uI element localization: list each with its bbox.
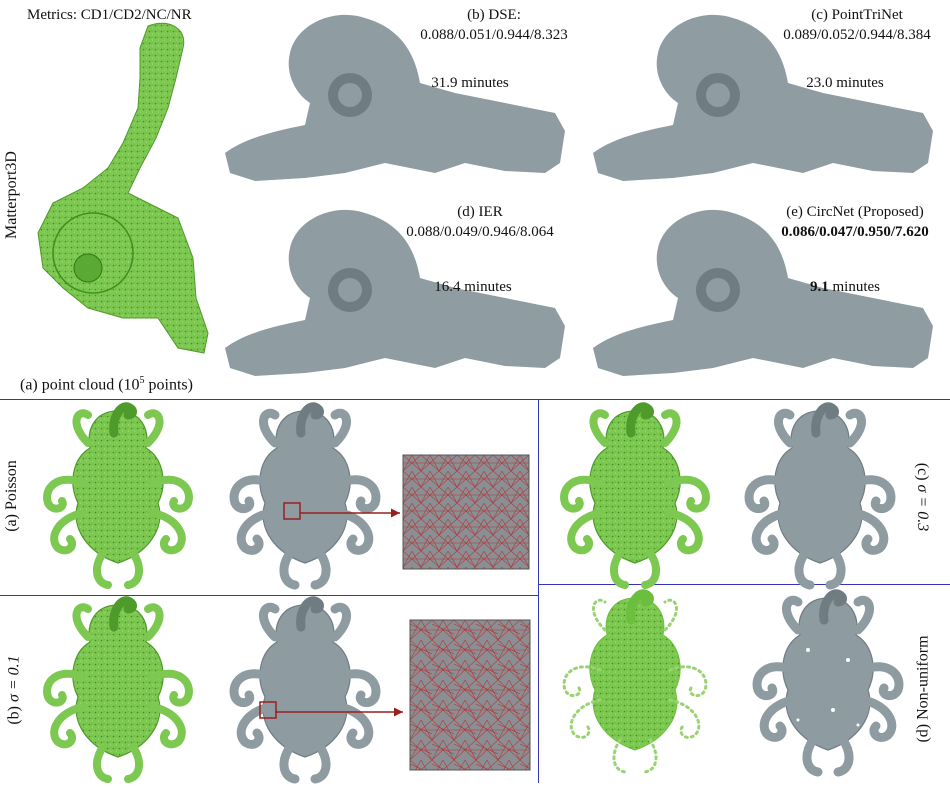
- zoom-arrow-sigma-0.1: [275, 707, 403, 717]
- divider-horizontal-left: [0, 595, 538, 597]
- mesh-image-ier: [225, 209, 565, 376]
- octopus-mesh-poisson: [229, 403, 381, 590]
- method-metrics-circnet: 0.086/0.047/0.950/7.620: [781, 224, 929, 240]
- wireframe-zoom-poisson: [402, 454, 530, 570]
- dataset-label: Matterport3D: [2, 151, 20, 239]
- label-sigma-0.3: (c) σ = 0.3: [914, 462, 932, 532]
- method-time-value-circnet: 9.1: [810, 279, 829, 295]
- divider-horizontal-top: [0, 399, 950, 401]
- zoom-arrow-poisson: [300, 508, 400, 518]
- wireframe-zoom-sigma-0.1: [409, 619, 531, 771]
- octopus-point-cloud-sigma-0.1: [43, 597, 193, 783]
- method-time-ier: 16.4 minutes: [434, 279, 512, 295]
- mesh-image-dse: [225, 14, 565, 181]
- method-time-pointtrinet: 23.0 minutes: [806, 75, 884, 91]
- mesh-image-pointtrinet: [593, 14, 933, 181]
- metrics-label: Metrics: CD1/CD2/NC/NR: [27, 7, 192, 23]
- octopus-mesh-sigma-0.3: [744, 403, 896, 590]
- label-sigma-0.1: (b) σ = 0.1: [5, 655, 23, 725]
- mesh-image-circnet: [593, 209, 933, 376]
- method-title-circnet: (e) CircNet (Proposed): [786, 204, 924, 220]
- method-title-dse: (b) DSE:: [467, 7, 521, 23]
- divider-horizontal-right: [538, 584, 950, 586]
- caption-point-cloud: (a) point cloud (105 points): [20, 375, 193, 394]
- method-time-circnet: 9.1 minutes: [775, 278, 915, 296]
- method-metrics-ier: 0.088/0.049/0.946/8.064: [406, 224, 554, 240]
- method-time-unit-circnet: minutes: [828, 279, 881, 295]
- octopus-mesh-sigma-0.1: [229, 597, 381, 784]
- method-title-pointtrinet: (c) PointTriNet: [811, 7, 903, 23]
- octopus-point-cloud-poisson: [43, 403, 193, 589]
- point-cloud-image: [37, 22, 209, 354]
- label-non-uniform: (d) Non-uniform: [914, 635, 932, 743]
- method-metrics-dse: 0.088/0.051/0.944/8.323: [420, 27, 568, 43]
- method-title-ier: (d) IER: [457, 204, 503, 220]
- method-metrics-pointtrinet: 0.089/0.052/0.944/8.384: [783, 27, 931, 43]
- divider-vertical: [538, 399, 540, 783]
- method-time-dse: 31.9 minutes: [431, 75, 509, 91]
- octopus-mesh-non-uniform: [752, 590, 904, 777]
- octopus-point-cloud-non-uniform: [562, 590, 708, 774]
- label-poisson: (a) Poisson: [2, 460, 20, 532]
- octopus-point-cloud-sigma-0.3: [560, 403, 710, 589]
